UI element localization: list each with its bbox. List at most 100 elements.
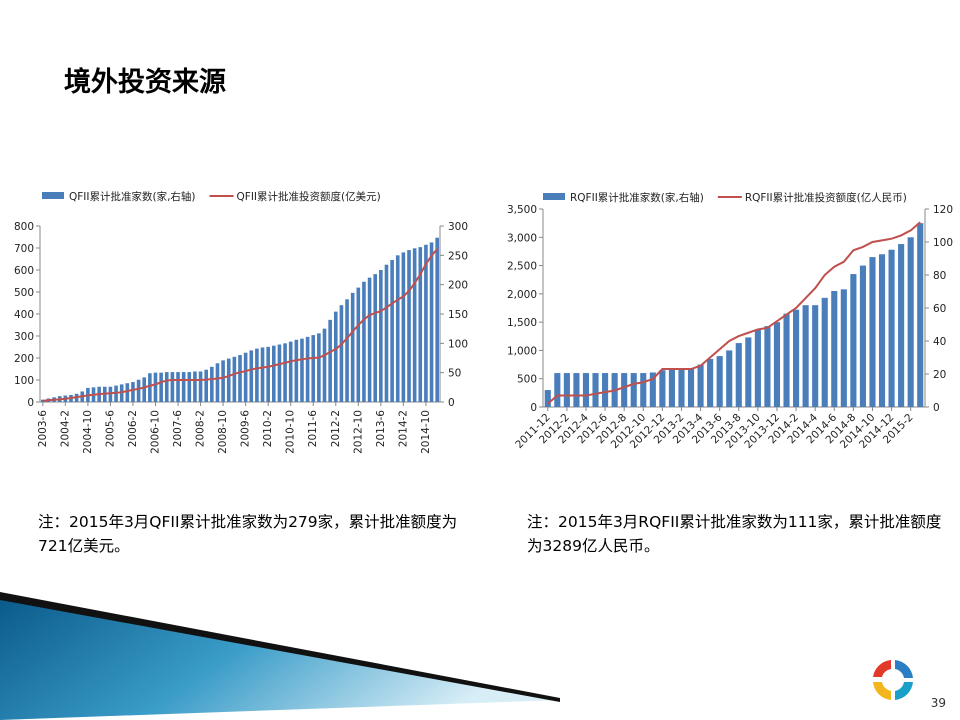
bar — [659, 370, 666, 407]
bar — [544, 390, 551, 407]
bar — [783, 313, 790, 407]
y2-tick-label: 60 — [933, 303, 946, 315]
chart: 0 500 1,000 1,500 2,000 2,500 3,000 3,500 0 20 40 6… — [507, 191, 953, 451]
bar — [204, 369, 208, 402]
bar — [821, 297, 828, 407]
bar — [266, 346, 270, 402]
line — [42, 248, 438, 402]
y-tick-label: 500 — [14, 287, 34, 299]
bar — [640, 373, 647, 407]
bar — [215, 363, 220, 402]
bar — [401, 252, 406, 402]
y-tick-label: 1,500 — [507, 317, 537, 329]
bar — [917, 223, 924, 407]
bar — [249, 350, 254, 402]
page-number: 39 — [930, 696, 946, 710]
y-tick-label: 400 — [14, 309, 34, 321]
legend-label: QFII累计批准家数(家,右轴) — [69, 190, 196, 203]
bar — [260, 347, 265, 402]
bar — [678, 369, 685, 407]
slide-title: 境外投资来源 — [64, 67, 226, 98]
bar — [193, 371, 197, 402]
y-tick-label: 0 — [27, 397, 34, 409]
y2-tick-label: 100 — [933, 237, 953, 249]
bar — [356, 287, 361, 402]
bar — [300, 338, 304, 402]
bar — [563, 373, 570, 407]
bar — [745, 337, 752, 407]
bar — [395, 255, 400, 402]
x-tick-label: 2014-10 — [420, 410, 432, 454]
x-tick-label: 2010-10 — [285, 410, 297, 454]
bar — [716, 356, 723, 407]
x-tick-label: 2005-6 — [104, 410, 116, 448]
legend-label: QFII累计批准投资额度(亿美元) — [237, 190, 381, 203]
x-tick-label: 2007-6 — [172, 410, 184, 448]
y-tick-label: 200 — [14, 353, 34, 365]
bar — [668, 369, 675, 407]
bar — [418, 247, 423, 402]
bar — [379, 270, 383, 402]
bar — [181, 372, 186, 402]
legend-swatch — [42, 192, 64, 199]
bar — [735, 343, 742, 407]
bar — [859, 265, 866, 407]
y2-tick-label: 0 — [933, 402, 940, 414]
bar — [424, 244, 428, 402]
x-tick-label: 2003-6 — [37, 410, 49, 448]
y2-tick-label: 150 — [448, 309, 468, 321]
bar — [754, 329, 761, 407]
legend-label: RQFII累计批准投资额度(亿人民币) — [745, 191, 907, 204]
bar — [621, 373, 628, 407]
y2-tick-label: 120 — [933, 204, 953, 216]
decor-line — [0, 592, 560, 702]
y2-tick-label: 200 — [448, 280, 468, 292]
bar — [108, 386, 113, 402]
bar — [164, 372, 169, 402]
bar — [707, 358, 714, 407]
bar — [187, 372, 192, 402]
x-tick-label: 2009-6 — [240, 410, 252, 448]
x-tick-label: 2012-10 — [352, 410, 364, 454]
bar — [649, 372, 656, 407]
x-tick-label: 2008-10 — [217, 410, 229, 454]
bar — [373, 274, 378, 402]
bar — [176, 372, 180, 402]
y-tick-label: 2,000 — [507, 289, 537, 301]
bar — [812, 305, 819, 407]
bar — [114, 385, 118, 402]
bar — [840, 289, 847, 407]
bar — [582, 373, 590, 407]
bar — [412, 248, 417, 402]
line — [547, 221, 921, 405]
bar — [243, 352, 248, 402]
bar — [131, 382, 135, 402]
bar — [773, 322, 781, 407]
bar — [345, 299, 349, 402]
bar — [390, 260, 394, 402]
y-tick-label: 100 — [14, 375, 34, 387]
legend-label: RQFII累计批准家数(家,右轴) — [570, 191, 704, 204]
x-tick-label: 2011-6 — [307, 410, 319, 448]
bar — [288, 341, 293, 402]
y-tick-label: 300 — [14, 331, 34, 343]
x-tick-label: 2004-10 — [82, 410, 94, 454]
y-tick-label: 3,000 — [507, 232, 537, 244]
bar — [328, 319, 332, 402]
bar — [907, 237, 914, 407]
bar — [554, 373, 561, 407]
bar — [333, 311, 338, 402]
decor-wedge — [0, 598, 560, 720]
bar — [277, 344, 282, 402]
bar — [435, 237, 439, 402]
bar — [888, 249, 895, 407]
bar — [294, 339, 299, 402]
bar — [153, 372, 158, 402]
bar — [198, 371, 203, 402]
bar — [384, 264, 389, 402]
x-tick-label: 2014-2 — [397, 410, 409, 447]
bar — [898, 244, 905, 407]
bar — [322, 328, 327, 402]
